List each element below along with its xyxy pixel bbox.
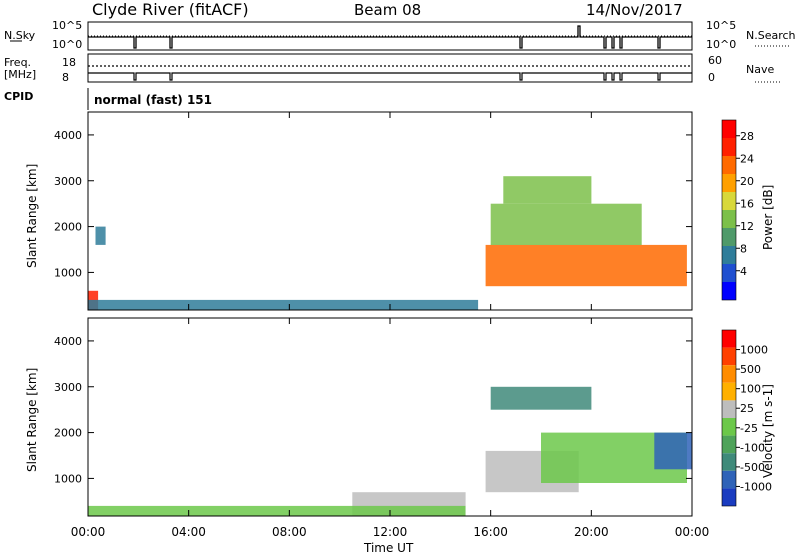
- power-ylabel: Slant Range [km]: [25, 164, 39, 268]
- velocity-colorbar: 1000 500 100 25 -25 -100 -500 -1000: [721, 329, 772, 507]
- power-colorbar-tick-2: 20: [740, 175, 754, 188]
- velocity-ytick-label-3: 4000: [54, 335, 82, 348]
- power-region-2: [503, 176, 592, 204]
- nsky-tick-top: 10^5: [52, 19, 82, 32]
- nsearch-tick-top: 10^5: [706, 19, 736, 32]
- power-colorbar-segment-1: [722, 138, 736, 156]
- power-colorbar: 28 24 20 16 12 8 4: [721, 119, 754, 301]
- power-colorbar-segment-7: [722, 246, 736, 264]
- cpid-label: CPID: [4, 90, 33, 103]
- nsearch-label: N.Search: [746, 29, 796, 42]
- power-region-5: [95, 226, 106, 245]
- x-tick-label-5: 20:00: [574, 525, 609, 539]
- power-colorbar-tick-4: 12: [740, 220, 754, 233]
- velocity-colorbar-segment-9: [722, 488, 736, 506]
- velocity-colorbar-tick-7: -1000: [740, 480, 772, 493]
- velocity-colorbar-tick-4: -25: [740, 422, 758, 435]
- velocity-colorbar-segment-3: [722, 382, 736, 401]
- power-ytick-label-1: 2000: [54, 221, 82, 234]
- power-colorbar-segment-2: [722, 156, 736, 174]
- power-panel: 1000 2000 3000 4000: [54, 111, 693, 311]
- velocity-colorbar-segment-0: [722, 330, 736, 348]
- nsearch-tick-bottom: 10^0: [706, 38, 736, 51]
- power-colorbar-segment-6: [722, 228, 736, 246]
- power-colorbar-tick-5: 8: [740, 242, 747, 255]
- power-colorbar-tick-6: 4: [740, 265, 747, 278]
- velocity-colorbar-segment-4: [722, 400, 736, 418]
- power-colorbar-tick-0: 28: [740, 130, 754, 143]
- nsky-label: N.Sky: [4, 29, 36, 42]
- x-tick-label-4: 16:00: [473, 525, 508, 539]
- nave-tick-bottom: 0: [708, 71, 715, 84]
- velocity-colorbar-segment-2: [722, 365, 736, 383]
- power-ytick-label-3: 4000: [54, 129, 82, 142]
- power-colorbar-tick-1: 24: [740, 152, 754, 165]
- date-title: 14/Nov/2017: [586, 1, 683, 19]
- velocity-colorbar-segment-8: [722, 470, 736, 489]
- velocity-colorbar-tick-0: 1000: [740, 344, 768, 357]
- power-colorbar-segment-5: [722, 210, 736, 228]
- freq-label: Freq.: [4, 56, 31, 69]
- x-tick-labels: 00:00 04:00 08:00 12:00 16:00 20:00 00:00: [71, 525, 710, 539]
- power-colorbar-segment-3: [722, 174, 736, 192]
- velocity-colorbar-label: Velocity [m s-1]: [761, 384, 775, 478]
- station-title: Clyde River (fitACF): [92, 0, 249, 19]
- power-colorbar-tick-3: 16: [740, 197, 754, 210]
- velocity-region-2: [490, 386, 592, 410]
- beam-title: Beam 08: [354, 1, 421, 19]
- power-region-4: [88, 299, 479, 310]
- velocity-colorbar-tick-2: 100: [740, 383, 761, 396]
- x-axis-label: Time UT: [363, 541, 414, 554]
- velocity-ylabel: Slant Range [km]: [25, 368, 39, 472]
- power-colorbar-segment-9: [722, 282, 736, 300]
- velocity-region-5: [88, 505, 466, 516]
- velocity-colorbar-tick-5: -100: [740, 441, 765, 454]
- velocity-ytick-label-2: 3000: [54, 381, 82, 394]
- nave-tick-top: 60: [708, 54, 722, 67]
- x-tick-label-0: 00:00: [71, 525, 106, 539]
- cpid-value: normal (fast) 151: [94, 93, 212, 107]
- power-colorbar-segment-0: [722, 120, 736, 138]
- power-colorbar-label: Power [dB]: [761, 185, 775, 250]
- velocity-ytick-label-1: 2000: [54, 427, 82, 440]
- freq-frame: [87, 53, 693, 83]
- velocity-colorbar-tick-6: -500: [740, 461, 765, 474]
- freq-tick-top: 18: [62, 56, 76, 69]
- velocity-colorbar-segment-1: [722, 347, 736, 366]
- velocity-region-3: [654, 432, 693, 470]
- power-colorbar-segment-8: [722, 264, 736, 282]
- power-ytick-label-2: 3000: [54, 175, 82, 188]
- x-tick-label-3: 12:00: [373, 525, 408, 539]
- x-tick-label-6: 00:00: [675, 525, 710, 539]
- velocity-colorbar-segment-5: [722, 418, 736, 436]
- velocity-panel: 1000 2000 3000 4000: [54, 317, 693, 517]
- nave-label: Nave: [746, 63, 774, 76]
- velocity-colorbar-segment-7: [722, 453, 736, 471]
- nsky-panel: N.Sky 10^5 10^0 10^5 10^0 N.Search: [4, 19, 796, 51]
- x-tick-label-1: 04:00: [171, 525, 206, 539]
- freq-tick-bottom: 8: [62, 71, 69, 84]
- power-region-0: [485, 244, 687, 287]
- freq-unit: [MHz]: [4, 68, 36, 81]
- velocity-heatmap: [88, 386, 693, 516]
- velocity-colorbar-tick-3: 25: [740, 402, 754, 415]
- power-colorbar-segment-4: [722, 192, 736, 210]
- velocity-ytick-label-0: 1000: [54, 472, 82, 485]
- nsky-tick-bottom: 10^0: [52, 38, 82, 51]
- power-heatmap: [88, 176, 687, 311]
- velocity-colorbar-segment-6: [722, 435, 736, 454]
- power-region-1: [490, 203, 642, 245]
- x-tick-label-2: 08:00: [272, 525, 307, 539]
- freq-panel: Freq. [MHz] 18 8 60 0 Nave: [4, 53, 780, 84]
- velocity-colorbar-tick-1: 500: [740, 363, 761, 376]
- power-ytick-label-0: 1000: [54, 266, 82, 279]
